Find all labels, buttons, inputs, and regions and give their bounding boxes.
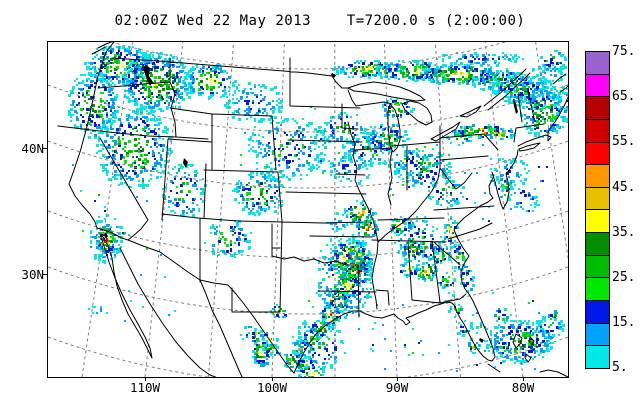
graticule-parallel xyxy=(109,42,507,70)
colorbar-box xyxy=(586,233,609,256)
colorbar-box xyxy=(586,323,609,347)
lon-label: 80W xyxy=(511,380,535,395)
map-frame xyxy=(47,41,569,378)
lon-tick xyxy=(145,377,146,381)
colorbar-box xyxy=(586,301,609,324)
colorbar-box xyxy=(586,52,609,75)
lon-label: 100W xyxy=(256,380,288,395)
graticule-parallel xyxy=(48,266,568,315)
graticule-meridian xyxy=(208,42,235,377)
coastline-pacific xyxy=(68,42,115,229)
great-salt-lake xyxy=(183,158,188,168)
colorbar-box xyxy=(586,255,609,279)
graticule-lines xyxy=(48,42,568,377)
st-lawrence-river xyxy=(483,68,531,111)
lat-tick xyxy=(43,274,48,275)
puget-sound-water xyxy=(144,64,153,86)
lon-label: 90W xyxy=(385,380,409,395)
colorbar-value-label: 65. xyxy=(612,89,636,105)
coastline-long-island xyxy=(518,142,541,152)
coastline-vancouver-island xyxy=(91,42,112,55)
colorbar-box xyxy=(586,119,609,143)
lake-of-the-woods xyxy=(331,73,336,78)
graticule-meridian xyxy=(434,42,461,377)
graticule-meridian xyxy=(144,42,184,377)
colorbar-box xyxy=(586,142,609,166)
radar-echo-canvas xyxy=(48,42,568,377)
coastline-new-england xyxy=(517,96,568,147)
colorbar-box xyxy=(586,97,609,120)
colorbar-value-label: 5. xyxy=(612,360,628,376)
coastline-baja xyxy=(99,233,153,359)
page-title: 02:00Z Wed 22 May 2013 T=7200.0 s (2:00:… xyxy=(114,13,526,29)
graticule-meridian xyxy=(81,42,133,377)
coastline-sonora xyxy=(119,247,217,377)
graticule-meridian xyxy=(484,42,524,377)
lake-michigan xyxy=(387,103,401,153)
lat-label: 40N xyxy=(21,141,44,156)
lake-superior xyxy=(347,81,426,102)
colorbar-box xyxy=(586,278,609,302)
colorbar-value-label: 15. xyxy=(612,315,636,331)
colorbar-box xyxy=(586,165,609,188)
reflectivity-colorbar xyxy=(585,51,610,369)
colorbar-box xyxy=(586,210,609,234)
coastline-maritimes xyxy=(552,73,568,93)
lon-label: 110W xyxy=(129,380,161,395)
colorbar-value-label: 45. xyxy=(612,179,636,195)
graticule-parallel xyxy=(48,210,568,259)
graticule-parallel xyxy=(48,336,568,377)
colorbar-box xyxy=(586,346,609,368)
salton-sea xyxy=(104,232,108,239)
graticule-meridian xyxy=(271,42,285,377)
graticule-meridian xyxy=(383,42,398,377)
coastline-chesapeake-delmarva xyxy=(491,149,519,210)
lat-label: 30N xyxy=(21,267,44,282)
geography-svg xyxy=(48,42,568,377)
lake-huron xyxy=(401,100,433,126)
lon-tick xyxy=(523,377,524,381)
colorbar-value-label: 25. xyxy=(612,270,636,285)
state-borders xyxy=(57,57,545,318)
graticule-parallel xyxy=(48,84,568,133)
islands-bahamas-cuba-keys xyxy=(487,333,568,377)
lake-okeechobee xyxy=(479,338,484,343)
border-us-mexico xyxy=(96,227,295,374)
colorbar-box xyxy=(586,187,609,211)
lake-champlain xyxy=(513,98,518,114)
graticule-parallel xyxy=(48,140,568,189)
lake-erie xyxy=(430,121,461,142)
graticule-meridian xyxy=(535,42,568,261)
lon-tick xyxy=(272,377,273,381)
lon-tick xyxy=(397,377,398,381)
lat-tick xyxy=(43,148,48,149)
colorbar-box xyxy=(586,74,609,98)
colorbar-value-label: 35. xyxy=(612,224,636,240)
colorbar-value-label: 75. xyxy=(612,44,636,59)
coastline-gulf-atlantic xyxy=(293,174,496,374)
mexico-state-border xyxy=(199,279,243,377)
lake-ontario xyxy=(459,105,482,118)
colorbar-value-label: 55. xyxy=(612,134,636,150)
